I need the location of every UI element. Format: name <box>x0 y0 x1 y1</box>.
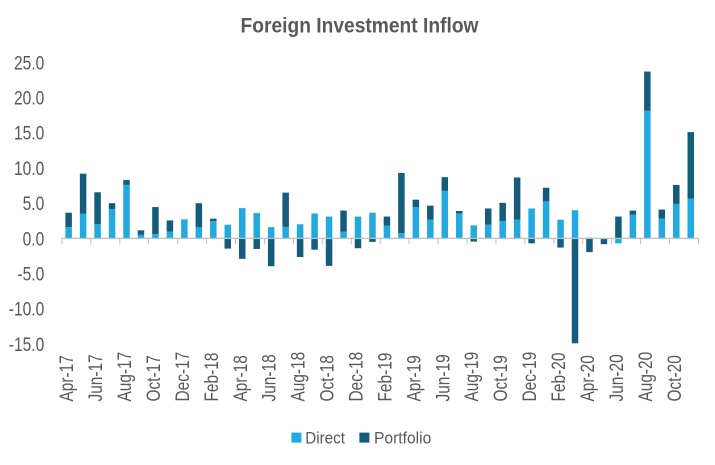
svg-text:5.0: 5.0 <box>23 194 45 215</box>
svg-text:Portfolio: Portfolio <box>374 430 431 448</box>
svg-text:Jun-19: Jun-19 <box>433 354 454 401</box>
svg-text:-15.0: -15.0 <box>9 335 45 356</box>
svg-text:Apr-19: Apr-19 <box>404 355 425 401</box>
svg-text:Jun-17: Jun-17 <box>86 354 107 401</box>
svg-text:Dec-18: Dec-18 <box>347 352 368 402</box>
svg-text:Jun-18: Jun-18 <box>260 354 281 401</box>
svg-text:Oct-18: Oct-18 <box>318 355 339 401</box>
svg-text:10.0: 10.0 <box>14 159 44 180</box>
svg-text:Aug-19: Aug-19 <box>462 352 483 402</box>
svg-text:20.0: 20.0 <box>14 89 44 110</box>
svg-text:Direct: Direct <box>305 430 345 448</box>
svg-text:25.0: 25.0 <box>14 53 44 74</box>
svg-text:Oct-19: Oct-19 <box>491 355 512 401</box>
svg-text:Aug-20: Aug-20 <box>636 352 657 402</box>
svg-text:Foreign Investment Inflow: Foreign Investment Inflow <box>241 15 480 38</box>
svg-text:Feb-18: Feb-18 <box>202 353 223 402</box>
svg-text:Aug-17: Aug-17 <box>115 352 136 402</box>
svg-text:-10.0: -10.0 <box>9 300 45 321</box>
svg-text:Feb-20: Feb-20 <box>549 353 570 402</box>
svg-text:Apr-18: Apr-18 <box>231 355 252 401</box>
svg-text:0.0: 0.0 <box>23 229 45 250</box>
svg-text:Oct-17: Oct-17 <box>144 355 165 401</box>
svg-text:Aug-18: Aug-18 <box>289 352 310 402</box>
svg-text:Dec-19: Dec-19 <box>520 352 541 402</box>
svg-text:15.0: 15.0 <box>14 124 44 145</box>
svg-text:Apr-20: Apr-20 <box>578 355 599 401</box>
svg-text:Apr-17: Apr-17 <box>57 355 78 401</box>
svg-text:Dec-17: Dec-17 <box>173 352 194 402</box>
svg-text:Oct-20: Oct-20 <box>665 355 686 401</box>
svg-text:Jun-20: Jun-20 <box>607 354 628 401</box>
svg-text:Feb-19: Feb-19 <box>375 353 396 402</box>
svg-text:-5.0: -5.0 <box>17 265 44 286</box>
